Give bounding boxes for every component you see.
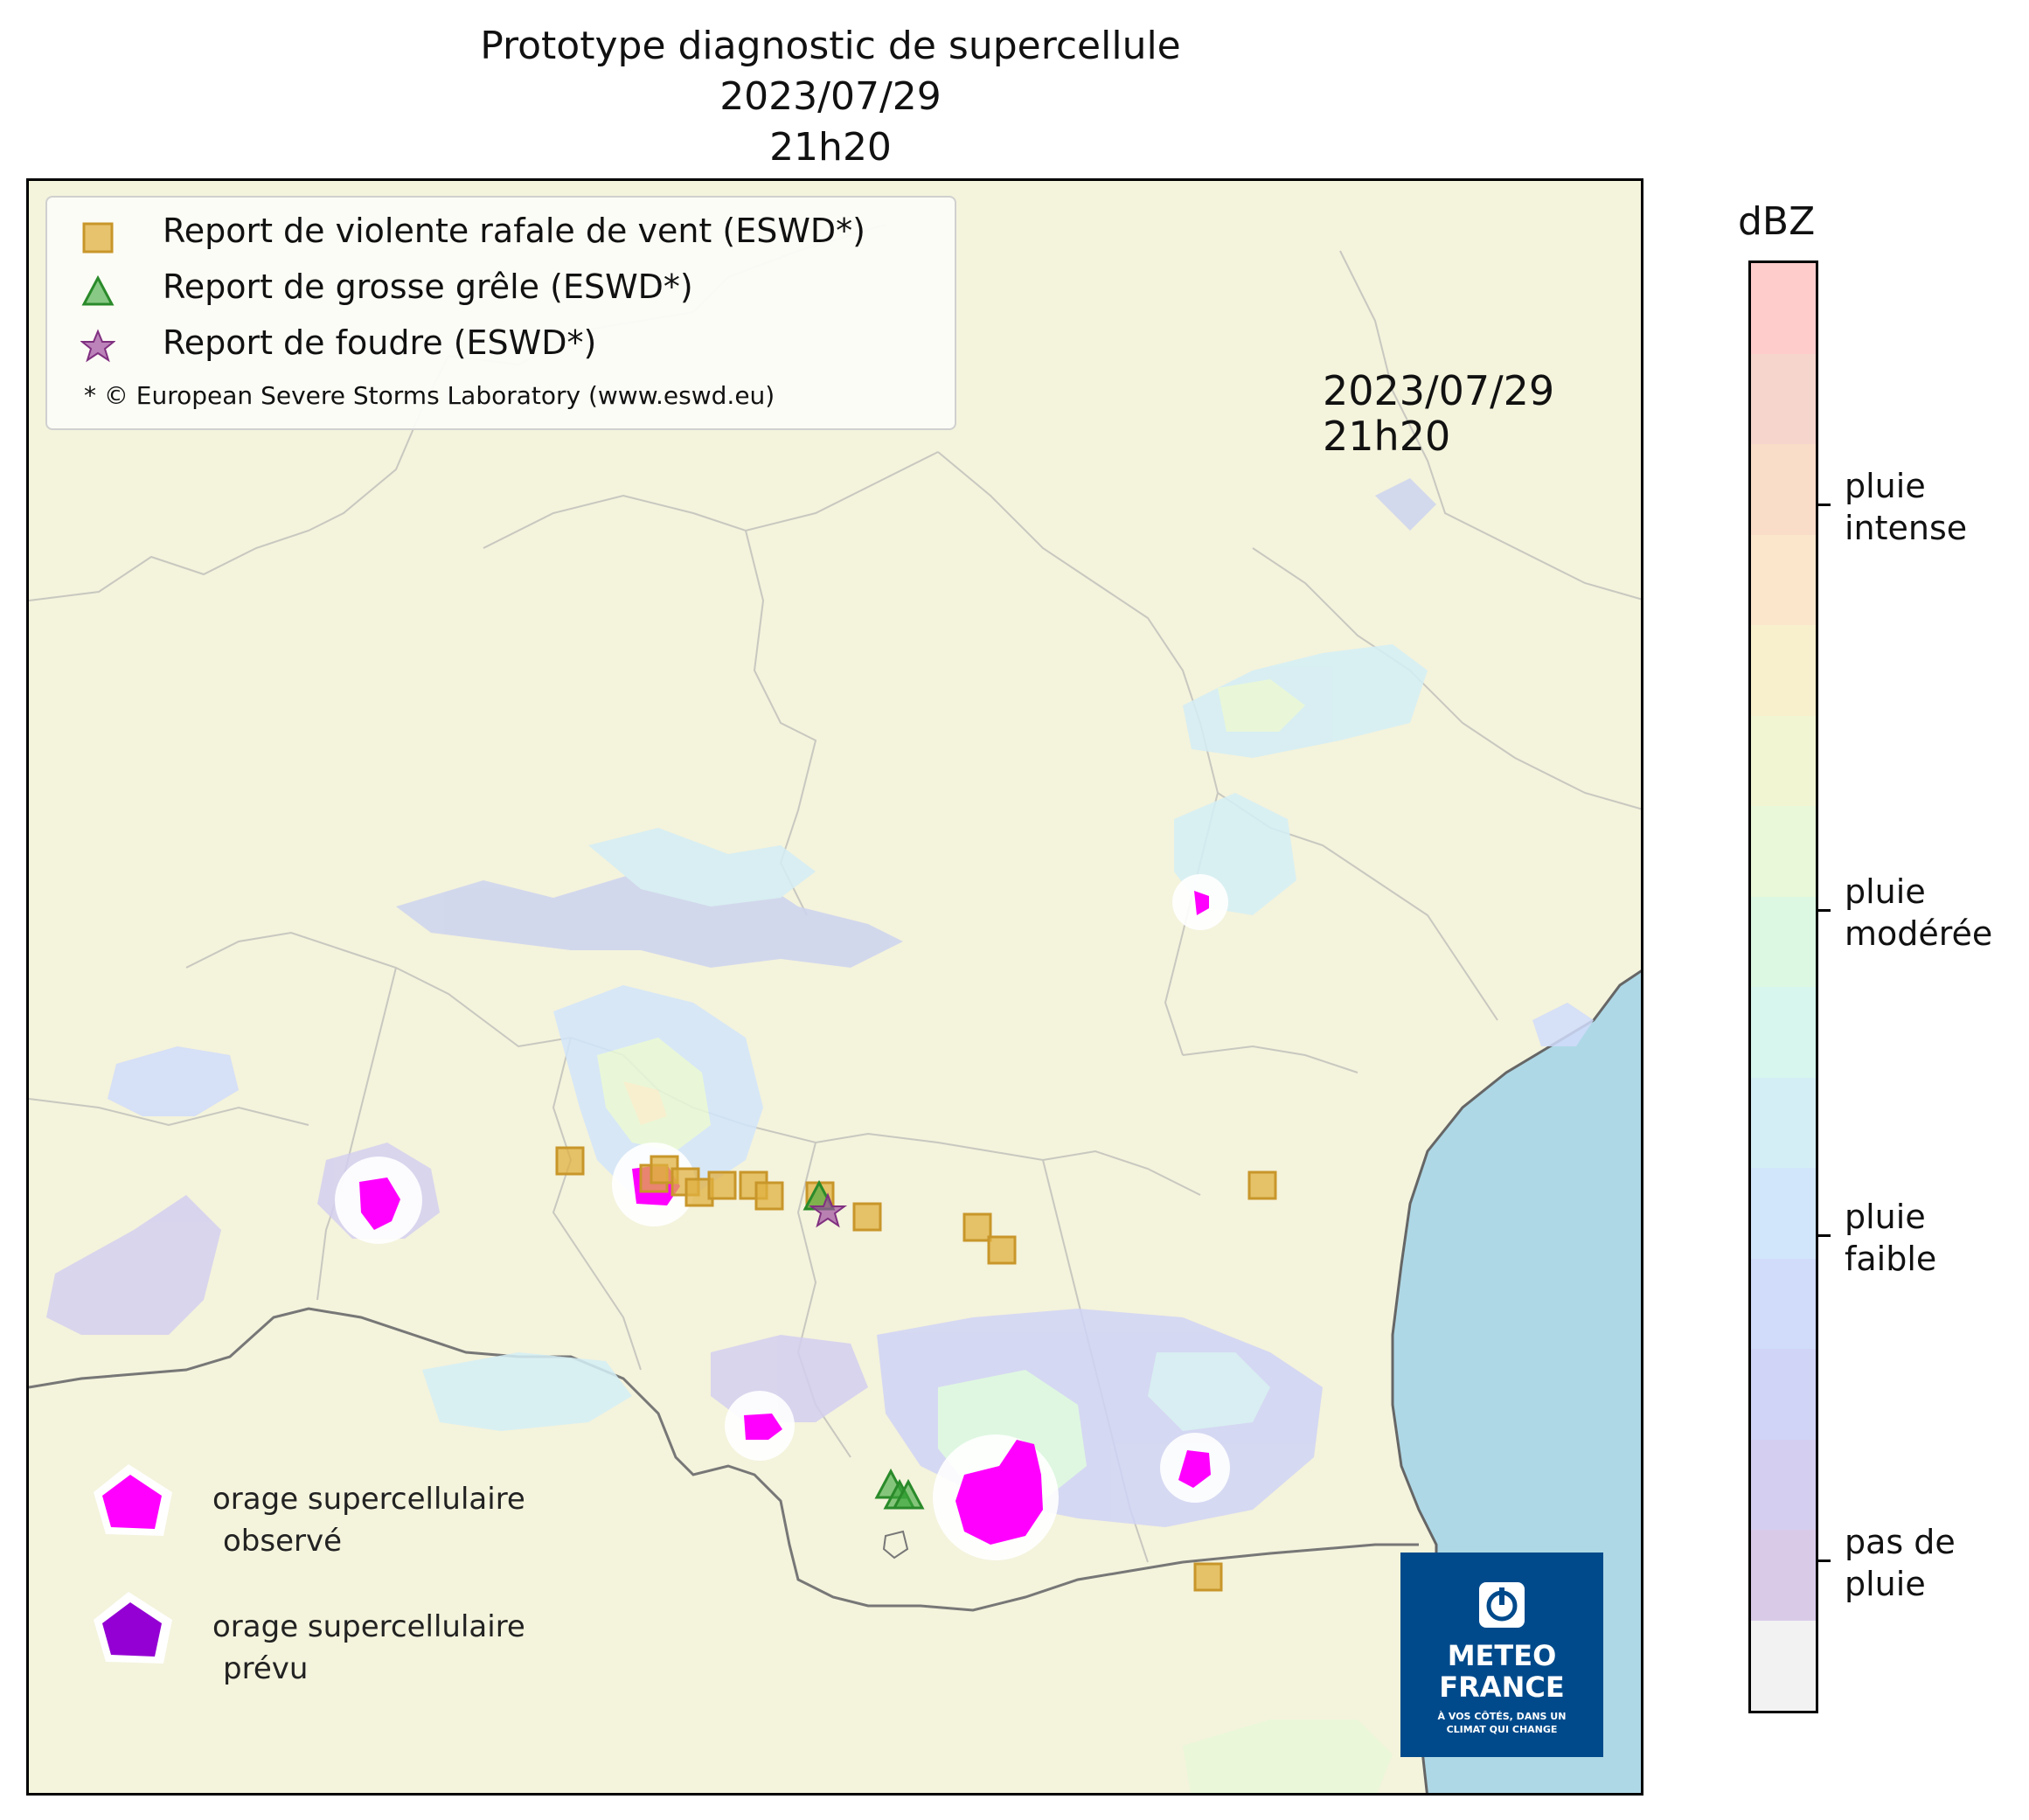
colorbar-tick [1818, 504, 1831, 506]
colorbar-band [1751, 896, 1816, 988]
supercell-observed-label-1: orage supercellulaire [212, 1482, 525, 1517]
national-border [29, 1307, 1419, 1612]
colorbar-tick [1818, 1234, 1831, 1237]
gust-legend-square-icon [82, 222, 114, 254]
logo-text: METEO FRANCE [1400, 1640, 1603, 1703]
colorbar-band [1751, 806, 1816, 898]
supercell-observed-label-2: observé [223, 1524, 343, 1559]
logo-tagline-1: À VOS CÔTÉS, DANS UN [1437, 1711, 1567, 1722]
gust-reports [555, 1146, 1277, 1592]
supercell-observed-icon [94, 1464, 172, 1536]
legend-hail-label: Report de grosse grêle (ESWD*) [163, 267, 693, 306]
logo-tagline-2: CLIMAT QUI CHANGE [1446, 1724, 1558, 1735]
colorbar-band [1751, 444, 1816, 536]
map-date: 2023/07/29 [1323, 367, 1555, 414]
logo-line-2: FRANCE [1439, 1671, 1565, 1704]
lightning-legend-star-icon [80, 329, 115, 363]
colorbar-tick [1818, 1560, 1831, 1562]
colorbar-band [1751, 534, 1816, 626]
lightning-reports [808, 1192, 848, 1228]
colorbar-label-pas-de-pluie: pas de pluie [1845, 1523, 1956, 1603]
colorbar [1748, 260, 1818, 1713]
report-legend: Report de violente rafale de vent (ESWD*… [45, 196, 956, 430]
supercell-forecast-label-2: prévu [223, 1651, 309, 1686]
hail-reports [803, 1179, 925, 1510]
colorbar-tick [1818, 909, 1831, 912]
map-time: 21h20 [1323, 413, 1451, 460]
title-line-1: Prototype diagnostic de supercellule [480, 24, 1181, 68]
colorbar-band [1751, 1349, 1816, 1441]
colorbar-band [1751, 1077, 1816, 1169]
colorbar-label-moderee: pluie modérée [1845, 872, 1993, 953]
logo-tagline: À VOS CÔTÉS, DANS UN CLIMAT QUI CHANGE [1400, 1710, 1603, 1736]
colorbar-label-intense: pluie intense [1845, 467, 1968, 547]
colorbar-title: dBZ [1738, 199, 1816, 244]
legend-gust-label: Report de violente rafale de vent (ESWD*… [163, 212, 866, 250]
logo-line-1: METEO [1447, 1639, 1557, 1672]
colorbar-band [1751, 1620, 1816, 1711]
colorbar-band [1751, 353, 1816, 445]
colorbar-band [1751, 1168, 1816, 1260]
colorbar-band [1751, 1530, 1816, 1622]
meteo-france-logo: METEO FRANCE À VOS CÔTÉS, DANS UN CLIMAT… [1400, 1553, 1603, 1757]
colorbar-label-faible: pluie faible [1845, 1198, 1937, 1278]
legend-lightning-label: Report de foudre (ESWD*) [163, 323, 597, 362]
meteo-france-emblem-icon [1479, 1582, 1525, 1628]
colorbar-band [1751, 263, 1816, 355]
title-line-3: 21h20 [769, 125, 892, 170]
supercell-forecast-icon [94, 1592, 172, 1664]
title-line-2: 2023/07/29 [719, 74, 942, 119]
colorbar-band [1751, 1258, 1816, 1350]
colorbar-band [1751, 715, 1816, 807]
eswd-credit: * © European Severe Storms Laboratory (w… [84, 381, 775, 410]
supercell-forecast-label-1: orage supercellulaire [212, 1609, 525, 1644]
radar-echoes [46, 478, 1594, 1793]
colorbar-band [1751, 625, 1816, 717]
small-territory [882, 1530, 909, 1560]
hail-legend-triangle-icon [81, 274, 115, 306]
colorbar-band [1751, 987, 1816, 1079]
map-panel[interactable]: 2023/07/29 21h20 orage supercellulaire o… [26, 178, 1643, 1796]
colorbar-band [1751, 1439, 1816, 1531]
